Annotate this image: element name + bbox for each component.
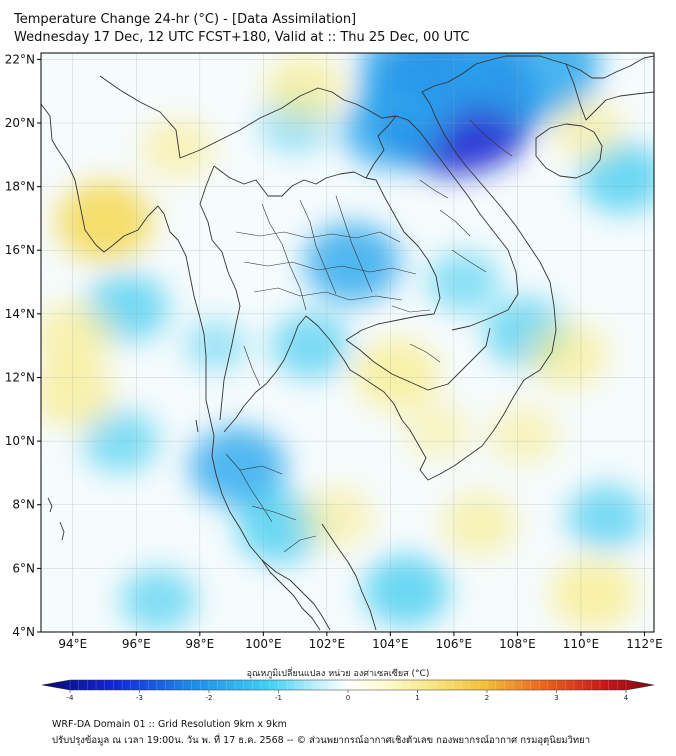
cooling-area xyxy=(304,222,401,304)
border-myanmar-thai xyxy=(199,165,241,421)
lon-label: 100°E xyxy=(245,637,282,651)
map-title: Temperature Change 24-hr (°C) - [Data As… xyxy=(14,12,357,27)
warming-area xyxy=(488,405,559,464)
colorbar-tick-label: 4 xyxy=(624,694,629,702)
lon-label: 108°E xyxy=(499,637,536,651)
map-subtitle: Wednesday 17 Dec, 12 UTC FCST+180, Valid… xyxy=(14,30,470,45)
cooling-area xyxy=(184,319,248,372)
border-myanmar-north xyxy=(99,75,181,159)
border-thai-laos xyxy=(213,165,441,341)
warming-area xyxy=(299,487,373,548)
cooling-area xyxy=(120,568,197,632)
lon-label: 112°E xyxy=(626,637,663,651)
cooling-area xyxy=(426,251,500,313)
lat-label: 20°N xyxy=(5,116,35,130)
border-laos-vietnam xyxy=(365,115,519,331)
colorbar-title: อุณหภูมิเปลี่ยนแปลง หน่วย องศาเซลเซียส (… xyxy=(246,669,430,679)
lat-label: 6°N xyxy=(12,561,35,575)
lon-label: 104°E xyxy=(372,637,409,651)
lon-label: 98°E xyxy=(185,637,214,651)
border-china-north xyxy=(179,87,397,159)
footer-credit: ปรับปรุงข้อมูล ณ เวลา 19:00น. วัน พ. ที่… xyxy=(52,735,591,746)
colorbar-tick-label: 3 xyxy=(554,694,558,702)
cooling-area xyxy=(271,312,351,379)
province-lines xyxy=(225,195,417,553)
warming-area xyxy=(550,98,624,160)
colorbar-tick-label: 2 xyxy=(485,694,489,702)
province-lines-east xyxy=(391,119,513,363)
warming-area xyxy=(441,492,518,556)
longitude-ticks: 94°E 96°E 98°E 100°E 102°E 104°E 106°E 108°E 110… xyxy=(58,632,663,651)
cooling-area xyxy=(579,141,654,214)
colorbar-tick-label: -4 xyxy=(67,694,75,702)
warming-area xyxy=(264,54,345,122)
hainan-island xyxy=(535,123,603,179)
lon-label: 94°E xyxy=(58,637,87,651)
warming-area xyxy=(41,302,113,370)
coastline-malay xyxy=(261,559,321,631)
colorbar-tick-label: -1 xyxy=(275,694,282,702)
lat-label: 22°N xyxy=(5,52,35,66)
warming-area xyxy=(528,322,609,389)
andaman-islands xyxy=(47,419,199,541)
cooling-area xyxy=(189,426,287,507)
colorbar-tick-label: 1 xyxy=(415,694,419,702)
warming-area xyxy=(56,181,153,262)
leizhou-coast xyxy=(565,63,654,121)
colorbar-ticks: -4 -3 -2 -1 0 1 2 3 4 xyxy=(67,680,629,702)
warming-area xyxy=(404,403,472,460)
colorbar-tick-label: 0 xyxy=(346,694,350,702)
lat-label: 18°N xyxy=(5,180,35,194)
cooling-area xyxy=(566,484,647,551)
lat-label: 4°N xyxy=(12,625,35,639)
cooling-area xyxy=(363,554,450,627)
colorbar: -4 -3 -2 -1 0 1 2 3 4 xyxy=(41,679,655,702)
coastline-west xyxy=(41,103,331,631)
lon-label: 96°E xyxy=(122,637,151,651)
lat-label: 8°N xyxy=(12,498,35,512)
lon-label: 102°E xyxy=(309,637,346,651)
coastline-malay-east xyxy=(321,523,377,631)
graticule xyxy=(41,53,654,632)
plot-frame xyxy=(40,52,655,633)
lon-label: 106°E xyxy=(436,637,473,651)
colorbar-tick-label: -3 xyxy=(136,694,143,702)
lat-label: 16°N xyxy=(5,243,35,257)
warming-area xyxy=(141,118,215,179)
lat-label: 14°N xyxy=(5,307,35,321)
lat-label: 10°N xyxy=(5,434,35,448)
border-cambodia xyxy=(345,327,491,391)
cooling-area xyxy=(236,491,323,564)
coastlines-and-borders xyxy=(41,55,654,631)
temperature-field xyxy=(41,53,654,632)
latitude-ticks: 22°N 20°N 18°N 16°N 14°N 12°N 10°N 8°N 6°N 4°N xyxy=(5,52,41,639)
warming-area xyxy=(353,338,440,411)
coastline-peninsula-east xyxy=(223,55,654,481)
warming-area xyxy=(550,557,637,630)
warming-area xyxy=(41,358,115,428)
cooling-area xyxy=(466,53,601,122)
footer-model-info: WRF-DA Domain 01 :: Grid Resolution 9km … xyxy=(52,719,287,730)
lon-label: 110°E xyxy=(563,637,600,651)
colorbar-tick-label: -2 xyxy=(206,694,213,702)
lat-label: 12°N xyxy=(5,370,35,384)
